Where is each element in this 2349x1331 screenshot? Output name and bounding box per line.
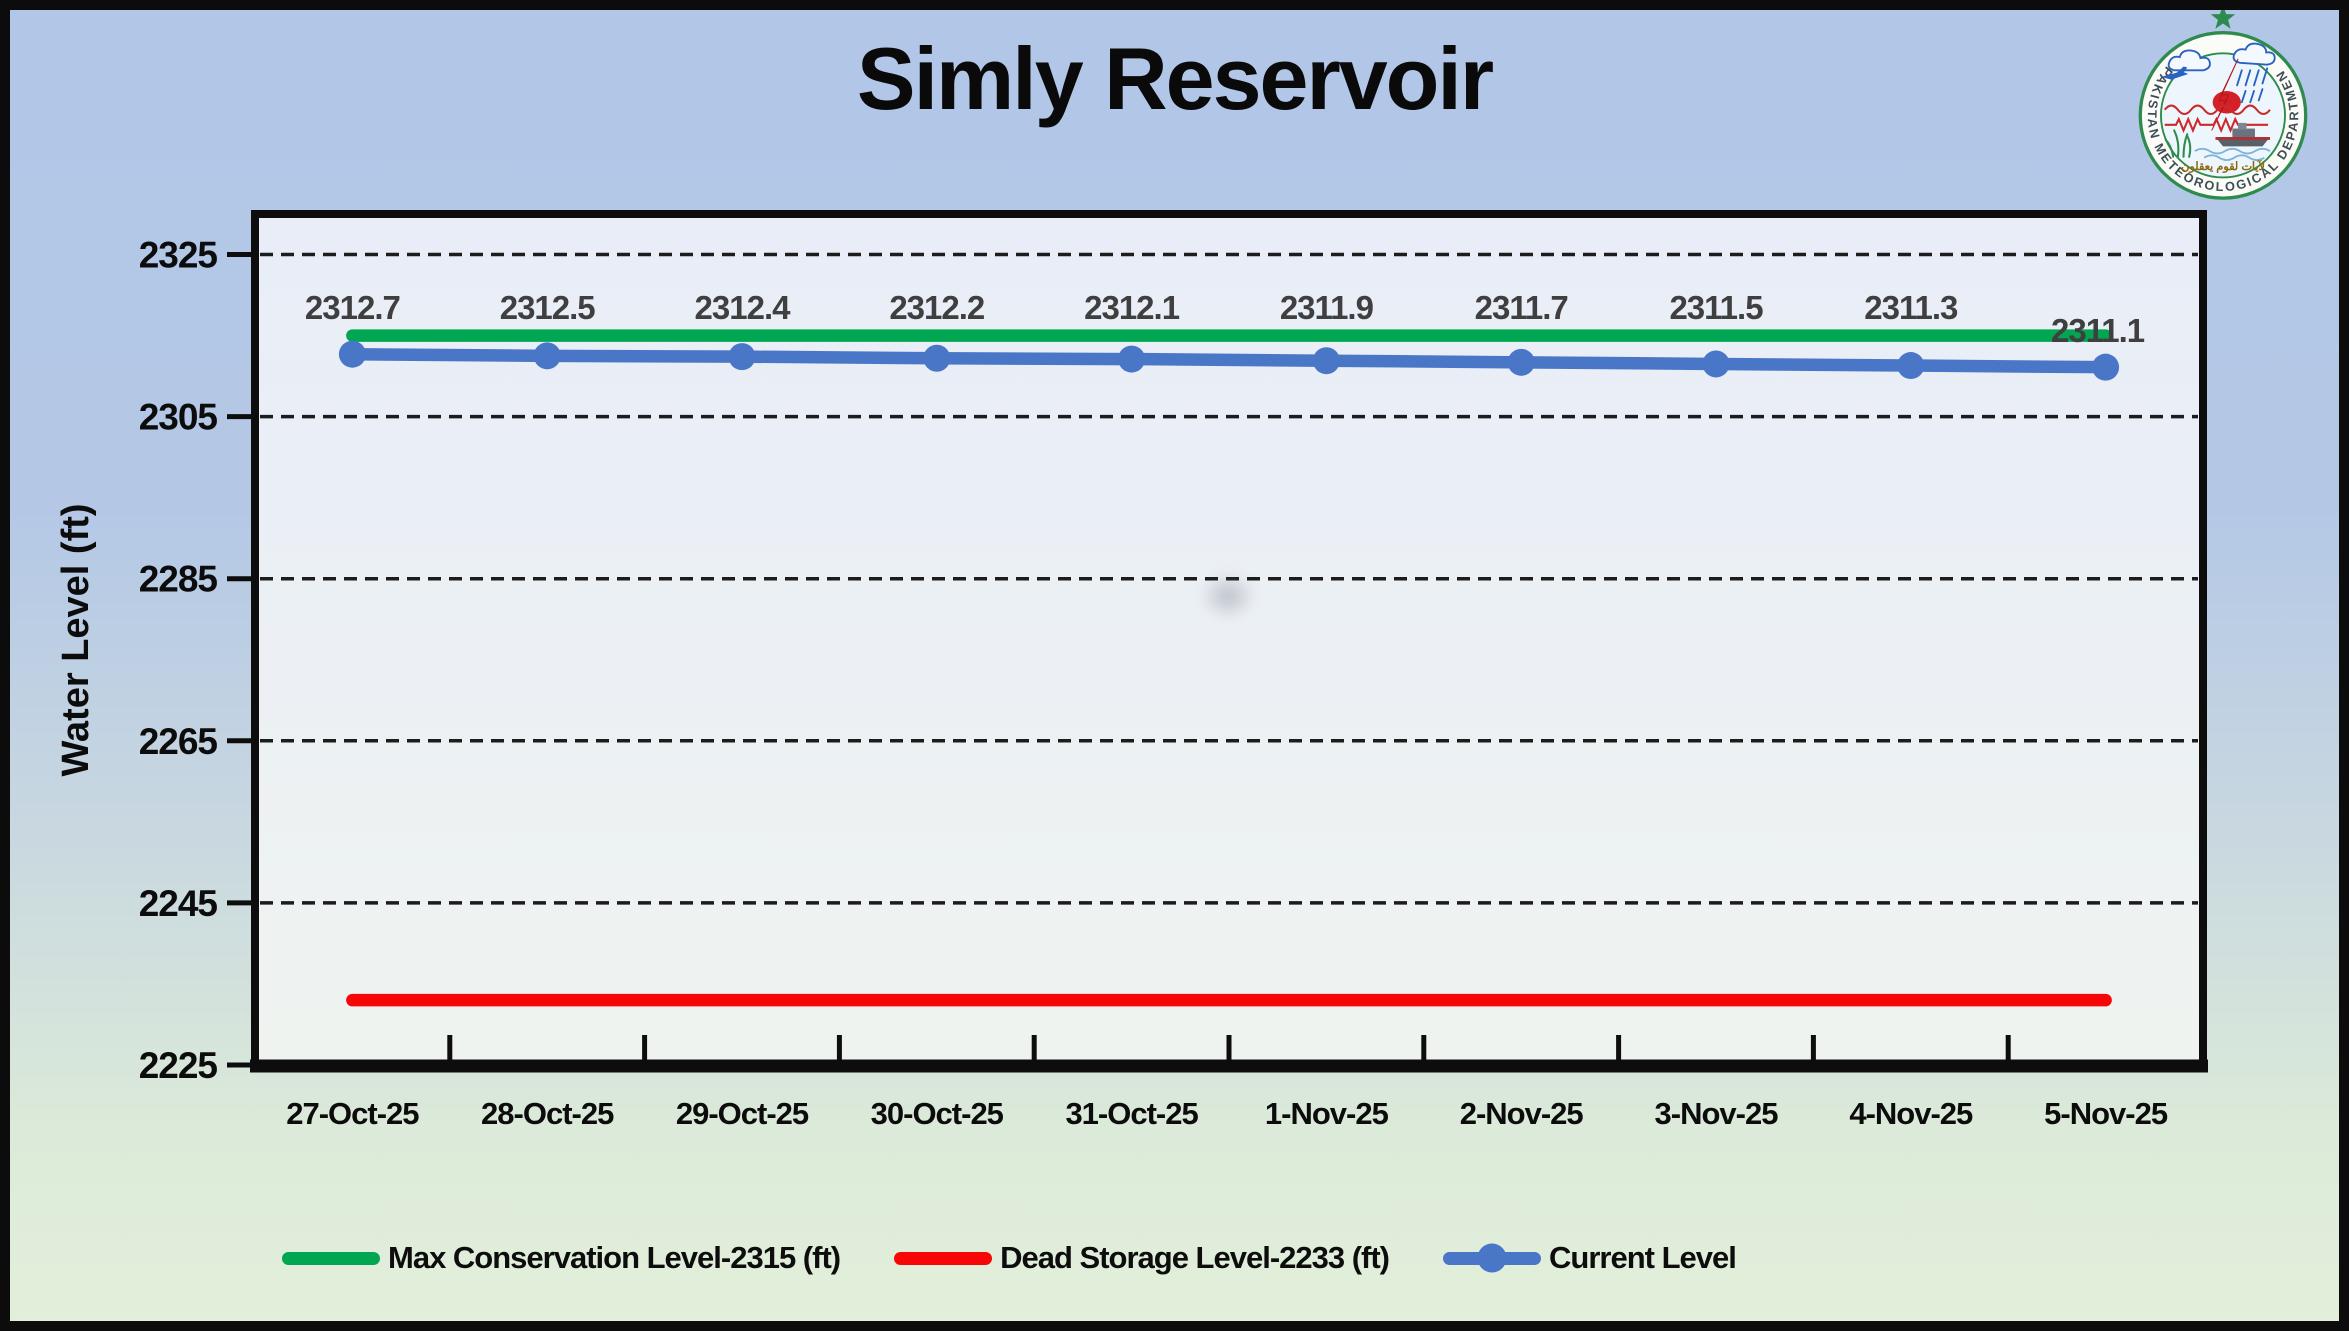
y-tick-label: 2285 [139,559,218,600]
reeds-icon [2164,129,2192,158]
data-point-marker [1118,345,1146,373]
water-icon [2194,147,2271,161]
x-tick-label: 30-Oct-25 [871,1096,1004,1131]
legend-label: Dead Storage Level-2233 (ft) [1000,1240,1390,1275]
legend-label: Max Conservation Level-2315 (ft) [388,1240,841,1275]
legend-item-dead-storage: Dead Storage Level-2233 (ft) [894,1240,1390,1276]
airplane-icon [2160,66,2189,80]
ship-icon [2215,122,2270,147]
x-tick-label: 27-Oct-25 [286,1096,419,1131]
data-label: 2311.3 [1864,289,1958,326]
data-point-marker [1507,348,1535,376]
cloud-icon [2167,42,2276,72]
y-tick-label: 2225 [139,1045,218,1086]
y-tick-label: 2305 [139,397,218,438]
data-label: 2311.5 [1669,289,1763,326]
data-point-marker [2092,353,2120,381]
legend-label: Current Level [1549,1240,1737,1275]
data-label: 2311.7 [1475,289,1568,326]
legend: Max Conservation Level-2315 (ft) Dead St… [282,1232,1737,1284]
x-tick-label: 29-Oct-25 [676,1096,809,1131]
data-label: 2312.4 [695,289,792,326]
data-label: 2311.9 [1280,289,1374,326]
y-axis-title: Water Level (ft) [55,503,97,776]
x-tick-label: 28-Oct-25 [481,1096,614,1131]
x-tick-label: 2-Nov-25 [1460,1096,1584,1131]
legend-marker-dot [1477,1243,1507,1273]
legend-item-max-conservation: Max Conservation Level-2315 (ft) [282,1240,841,1276]
data-label: 2312.5 [500,289,596,326]
x-tick-label: 4-Nov-25 [1849,1096,1973,1131]
y-tick-label: 2265 [139,721,218,762]
y-tick-label: 2325 [139,235,218,276]
data-label: 2311.1 [2051,312,2145,349]
legend-swatch-red-line [894,1251,993,1265]
wave-lines-icon [2163,104,2271,134]
data-point-marker [1702,350,1730,378]
data-label: 2312.2 [889,289,985,326]
y-tick-label: 2245 [139,883,218,924]
legend-swatch-blue-marker [1443,1243,1542,1273]
data-point-marker [1312,347,1340,375]
data-point-marker [338,340,366,368]
smudge-artifact [1200,572,1256,620]
x-tick-label: 5-Nov-25 [2044,1096,2168,1131]
pmd-logo: PAKISTAN METEOROLOGICAL DEPARTMENT [2129,4,2308,200]
rain-icon [2236,67,2269,104]
data-label: 2312.7 [305,289,400,326]
series-line-2 [346,347,2112,374]
data-point-marker [533,342,561,370]
page-title: Simly Reservoir [856,29,1494,128]
x-tick-label: 31-Oct-25 [1065,1096,1198,1131]
data-point-marker [923,344,951,372]
data-label: 2312.1 [1084,289,1180,326]
star-icon [2210,5,2236,29]
x-tick-label: 1-Nov-25 [1265,1096,1389,1131]
legend-swatch-green-line [282,1251,380,1265]
data-point-marker [728,343,756,371]
x-tick-label: 3-Nov-25 [1655,1096,1779,1131]
data-point-marker [1897,352,1925,380]
logo-motto: لآيات لقوم يعقلون [2181,159,2265,173]
legend-item-current-level: Current Level [1443,1240,1737,1276]
